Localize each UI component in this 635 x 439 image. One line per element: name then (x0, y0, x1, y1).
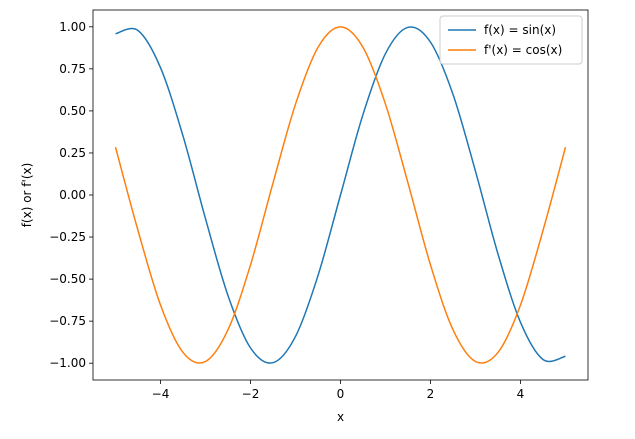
y-tick-label: −0.50 (49, 272, 86, 286)
y-tick-label: 0.25 (59, 146, 86, 160)
y-tick-label: 0.00 (59, 188, 86, 202)
y-tick-label: −0.75 (49, 314, 86, 328)
y-tick-label: 0.75 (59, 62, 86, 76)
x-tick-label: 0 (337, 387, 345, 401)
y-tick-label: −1.00 (49, 356, 86, 370)
legend: f(x) = sin(x) f'(x) = cos(x) (439, 15, 583, 65)
x-tick-label: 2 (427, 387, 435, 401)
series-line-1 (114, 26, 567, 364)
legend-label-sin: f(x) = sin(x) (484, 23, 556, 37)
series-layer (114, 26, 567, 364)
y-tick-label: 1.00 (59, 20, 86, 34)
x-tick-label: 4 (517, 387, 525, 401)
y-axis-ticks: 1.00 0.75 0.50 0.25 0.00 −0.25 −0.50 −0.75 −1.00 (49, 20, 93, 370)
x-tick-label: −2 (242, 387, 260, 401)
legend-box (439, 15, 583, 65)
y-tick-label: −0.25 (49, 230, 86, 244)
x-axis-ticks: −4 −2 0 2 4 (152, 380, 525, 401)
y-tick-label: 0.50 (59, 104, 86, 118)
y-axis-label: f(x) or f'(x) (20, 163, 34, 228)
x-tick-label: −4 (152, 387, 170, 401)
x-axis-label: x (337, 410, 344, 424)
legend-label-cos: f'(x) = cos(x) (484, 43, 562, 57)
series-line-0 (115, 26, 566, 364)
